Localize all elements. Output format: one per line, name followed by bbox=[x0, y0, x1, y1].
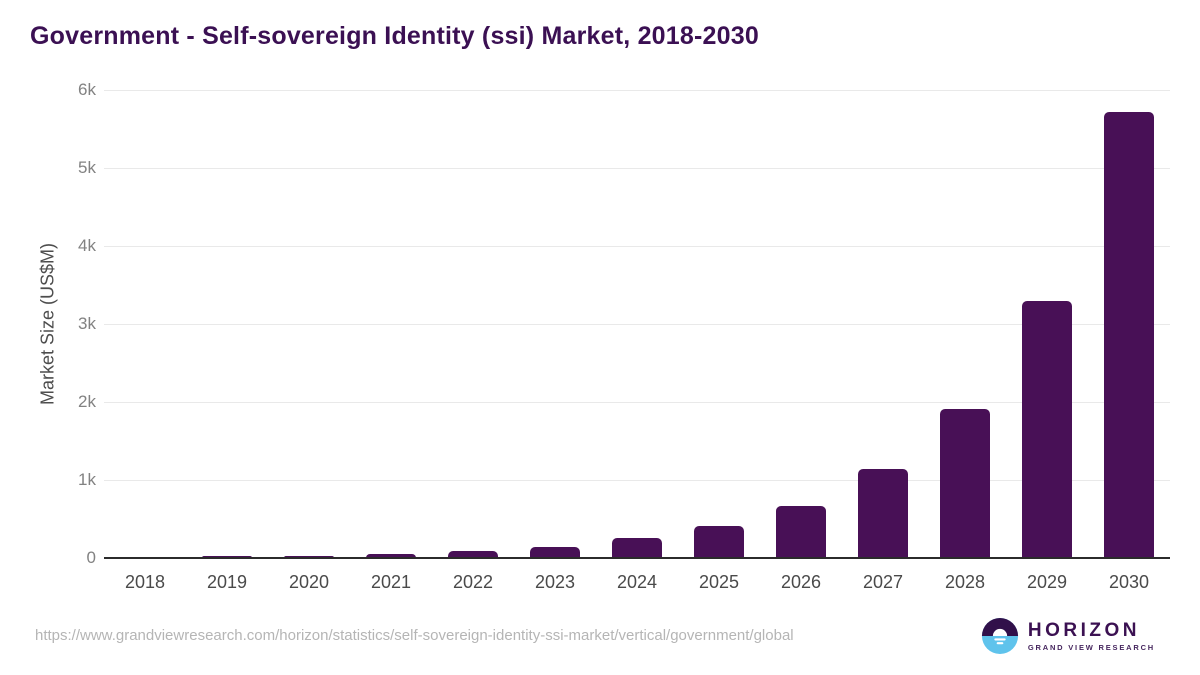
x-tick-label-2026: 2026 bbox=[780, 572, 822, 592]
x-tick-label-2029: 2029 bbox=[1026, 572, 1068, 592]
y-tick-label-5k: 5k bbox=[78, 158, 96, 177]
gridline-4k bbox=[104, 246, 1170, 247]
x-tick-label-2022: 2022 bbox=[452, 572, 494, 592]
x-tick-label-2028: 2028 bbox=[944, 572, 986, 592]
x-tick-label-2024: 2024 bbox=[616, 572, 658, 592]
chart-title: Government - Self-sovereign Identity (ss… bbox=[30, 22, 759, 50]
horizon-logo-subtitle: GRAND VIEW RESEARCH bbox=[1027, 642, 1155, 652]
gridline-2k bbox=[104, 402, 1170, 403]
bar-2027[interactable] bbox=[858, 469, 908, 558]
horizon-logo-name: HORIZON bbox=[1027, 619, 1140, 641]
x-tick-label-2025: 2025 bbox=[698, 572, 740, 592]
gridline-1k bbox=[104, 480, 1170, 481]
y-tick-label-0: 0 bbox=[86, 548, 96, 567]
x-axis-line bbox=[104, 557, 1170, 559]
source-url: https://www.grandviewresearch.com/horizo… bbox=[35, 627, 794, 644]
gridline-3k bbox=[104, 324, 1170, 325]
bar-2029[interactable] bbox=[1022, 300, 1072, 558]
bar-2022[interactable] bbox=[448, 551, 498, 558]
gridline-5k bbox=[104, 168, 1170, 169]
bar-2028[interactable] bbox=[940, 408, 990, 558]
y-tick-label-1k: 1k bbox=[78, 470, 96, 489]
bar-2024[interactable] bbox=[612, 537, 662, 558]
plot-area bbox=[104, 90, 1170, 559]
y-tick-label-3k: 3k bbox=[78, 314, 96, 333]
y-tick-label-4k: 4k bbox=[78, 236, 96, 255]
x-tick-label-2027: 2027 bbox=[862, 572, 904, 592]
x-tick-label-2021: 2021 bbox=[370, 572, 412, 592]
horizon-logo: HORIZON GRAND VIEW RESEARCH bbox=[981, 617, 1155, 655]
horizon-logo-icon bbox=[981, 617, 1019, 655]
horizon-logo-text: HORIZON GRAND VIEW RESEARCH bbox=[1027, 619, 1155, 652]
x-tick-label-2020: 2020 bbox=[288, 572, 330, 592]
x-tick-label-2019: 2019 bbox=[206, 572, 248, 592]
bar-2020[interactable] bbox=[284, 555, 334, 558]
bar-2019[interactable] bbox=[202, 555, 252, 558]
x-tick-label-2023: 2023 bbox=[534, 572, 576, 592]
y-tick-label-2k: 2k bbox=[78, 392, 96, 411]
bar-2026[interactable] bbox=[776, 506, 826, 558]
x-tick-label-2018: 2018 bbox=[124, 572, 166, 592]
y-tick-label-6k: 6k bbox=[78, 80, 96, 99]
bar-2021[interactable] bbox=[366, 554, 416, 558]
bar-2023[interactable] bbox=[530, 547, 580, 558]
bar-2030[interactable] bbox=[1104, 112, 1154, 558]
gridline-6k bbox=[104, 90, 1170, 91]
x-tick-label-2030: 2030 bbox=[1108, 572, 1150, 592]
bar-2025[interactable] bbox=[694, 526, 744, 558]
